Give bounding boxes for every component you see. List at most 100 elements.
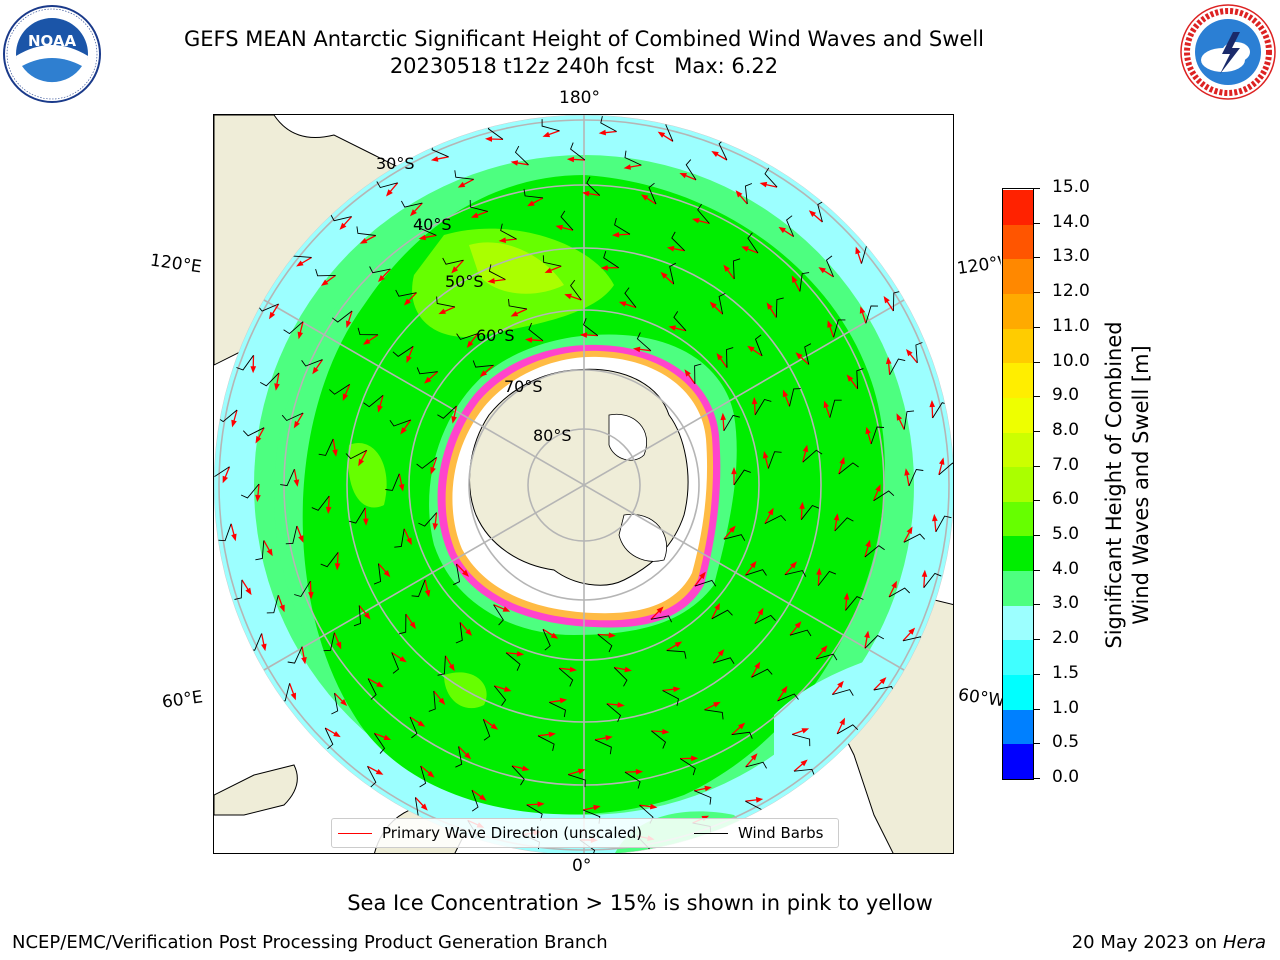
wind-barb: [745, 569, 767, 576]
wave-direction-arrow: [694, 787, 708, 792]
wind-barb: [508, 298, 527, 310]
wave-direction-arrow: [293, 469, 298, 483]
wave-arrow-head: [403, 298, 411, 306]
wind-barb: [437, 405, 457, 419]
colorbar-segment: [1003, 224, 1033, 260]
chart-title: GEFS MEAN Antarctic Significant Height o…: [183, 27, 985, 51]
wind-barb: [255, 540, 265, 561]
wave-direction-arrow: [903, 530, 911, 543]
wind-barb: [469, 199, 488, 212]
wave-arrow-head: [417, 720, 426, 727]
wind-barb: [671, 231, 685, 252]
wave-arrow-head: [679, 173, 687, 179]
wind-barb: [416, 457, 437, 469]
wave-direction-arrow: [531, 197, 544, 205]
wave-direction-arrow: [542, 628, 555, 637]
wind-barb: [324, 727, 334, 750]
wind-barb: [376, 181, 398, 189]
wind-barb: [442, 257, 464, 265]
wind-barb: [799, 272, 810, 292]
wind-barb: [792, 734, 811, 747]
legend-barb-label: Wind Barbs: [738, 824, 824, 842]
wind-barb: [829, 399, 842, 418]
wave-arrow-head: [908, 627, 916, 635]
wave-arrow-head: [859, 306, 866, 314]
wave-arrow-head: [755, 797, 764, 803]
wave-direction-arrow: [844, 597, 848, 611]
colorbar-tick-label: 6.0: [1052, 489, 1080, 510]
wind-barb: [873, 490, 895, 502]
wave-arrow-head: [301, 657, 307, 665]
wave-direction-arrow: [873, 680, 884, 691]
wind-barb: [453, 563, 461, 586]
wave-direction-arrow: [380, 268, 391, 279]
wave-arrow-head: [485, 136, 493, 142]
wind-barb: [908, 469, 924, 487]
wind-barb: [281, 412, 304, 422]
wind-barb: [836, 724, 859, 735]
wave-arrow-head: [714, 602, 720, 611]
wind-barb: [493, 604, 504, 626]
wave-arrow-head: [623, 164, 631, 170]
wind-barb: [392, 346, 414, 357]
colorbar-tick-mark: [1034, 639, 1040, 641]
wave-direction-arrow: [686, 372, 696, 385]
wave-direction-arrow: [744, 564, 755, 576]
wave-direction-arrow: [831, 684, 842, 696]
wave-direction-arrow: [838, 461, 844, 475]
wave-arrow-head: [929, 400, 935, 408]
wave-arrow-head: [466, 340, 474, 348]
wave-direction-arrow: [750, 665, 759, 678]
wave-direction-arrow: [405, 613, 414, 626]
wave-arrow-head: [470, 212, 479, 218]
wave-direction-arrow: [650, 609, 661, 620]
wind-barb: [751, 668, 773, 678]
wave-arrow-head: [346, 320, 352, 329]
wave-direction-arrow: [334, 692, 345, 703]
wave-arrow-head: [544, 267, 553, 273]
wind-barb: [568, 774, 586, 788]
wind-barb: [600, 115, 617, 132]
wave-arrow-head: [656, 606, 664, 614]
wave-arrow-head: [410, 209, 417, 217]
wave-direction-arrow: [344, 384, 351, 397]
wave-arrow-head: [332, 449, 338, 457]
wave-arrow-head: [503, 686, 512, 692]
wave-direction-arrow: [666, 643, 679, 652]
wind-barb: [456, 333, 478, 340]
colorbar-tick-mark: [1034, 361, 1040, 363]
wave-direction-arrow: [663, 274, 675, 285]
wind-barb: [613, 667, 628, 687]
wind-barb: [802, 449, 823, 463]
wave-arrow-head: [782, 389, 789, 398]
wave-direction-arrow: [299, 321, 304, 335]
wind-barb: [287, 646, 303, 664]
wave-arrow-head: [896, 413, 903, 421]
wave-arrow-head: [673, 686, 681, 693]
wind-barb: [570, 142, 586, 161]
wave-direction-arrow: [296, 525, 303, 539]
wave-direction-arrow: [777, 689, 786, 702]
wave-direction-arrow: [793, 762, 805, 772]
wave-direction-arrow: [414, 796, 425, 808]
wind-barb: [784, 570, 807, 577]
wind-barb: [329, 384, 350, 395]
wave-arrow-head: [794, 621, 802, 629]
wave-direction-arrow: [802, 449, 807, 463]
wave-direction-arrow: [662, 688, 676, 692]
wave-direction-arrow: [423, 234, 437, 239]
wave-direction-arrow: [661, 133, 674, 142]
legend-wave-label: Primary Wave Direction (unscaled): [382, 824, 643, 842]
colorbar-segment: [1003, 570, 1033, 606]
wave-arrow-head: [358, 458, 364, 467]
wind-barb: [586, 176, 601, 196]
wave-arrow-head: [462, 569, 469, 577]
wind-barb: [236, 355, 254, 371]
wind-barb: [398, 614, 407, 635]
colorbar-tick-label: 12.0: [1052, 281, 1090, 302]
wave-arrow-head: [550, 632, 559, 639]
wave-arrow-head: [448, 663, 455, 672]
wave-arrow-head: [731, 467, 737, 475]
wave-direction-arrow: [798, 355, 810, 365]
wave-direction-arrow: [861, 310, 867, 324]
